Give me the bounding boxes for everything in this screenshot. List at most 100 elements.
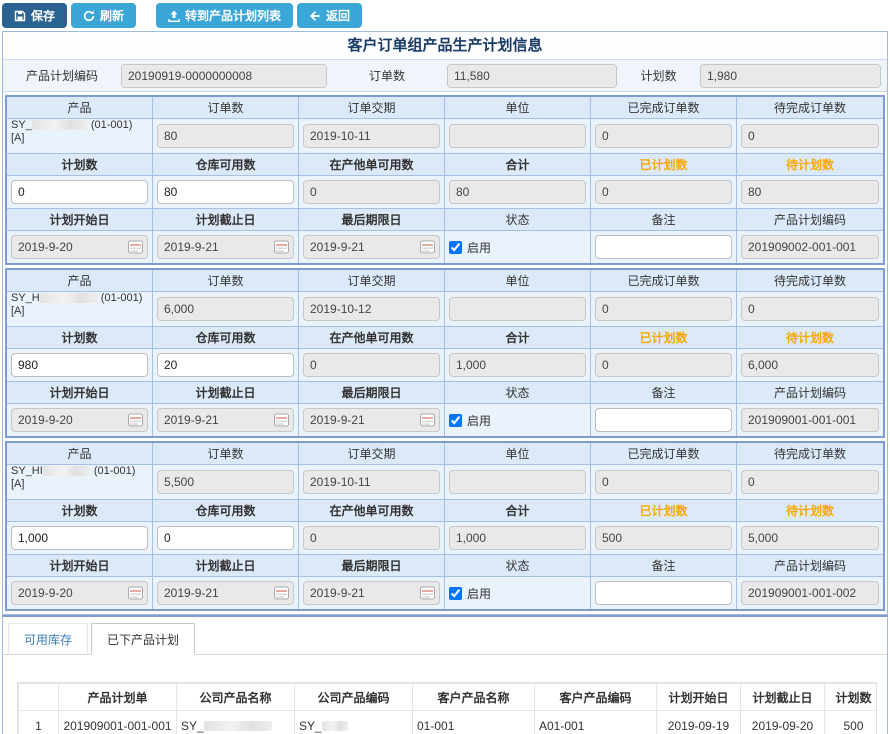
status-enabled-label: 启用 (467, 586, 492, 601)
other-order-qty-input[interactable] (303, 526, 440, 550)
calendar-icon[interactable] (420, 240, 435, 254)
label-plan-code: 产品计划编码 (737, 209, 883, 230)
other-order-qty-input[interactable] (303, 353, 440, 377)
pending-qty-input[interactable] (741, 297, 879, 321)
calendar-icon[interactable] (274, 240, 289, 254)
calendar-icon[interactable] (274, 413, 289, 427)
cell-customer-product-name: 01-001 (412, 710, 535, 734)
goto-plan-list-button[interactable]: 转到产品计划列表 (156, 3, 294, 28)
summary-order-qty-input[interactable] (447, 63, 617, 88)
unplanned-qty-input[interactable] (741, 353, 879, 377)
table-row[interactable]: 1 201909001-001-001 SY_ SY_ 01-001 A01-0… (18, 710, 876, 734)
back-arrow-icon (309, 10, 321, 22)
plan-code-input[interactable] (741, 235, 879, 259)
warehouse-qty-input[interactable] (157, 180, 294, 204)
deadline-date-picker[interactable]: 2019-9-21 (303, 235, 440, 259)
order-due-input[interactable] (303, 124, 440, 148)
plan-qty-input[interactable] (11, 180, 148, 204)
product-plan-block-2: 产品 订单数 订单交期 单位 已完成订单数 待完成订单数 SY_H (01-00… (5, 268, 885, 438)
cell-company-product-name: SY_ (176, 710, 295, 734)
deadline-date-picker[interactable]: 2019-9-21 (303, 581, 440, 605)
completed-qty-input[interactable] (595, 297, 732, 321)
label-start-date: 计划开始日 (7, 382, 153, 403)
label-start-date: 计划开始日 (7, 555, 153, 576)
status-enabled-checkbox[interactable] (449, 240, 462, 254)
order-due-input[interactable] (303, 470, 440, 494)
tab-available-stock[interactable]: 可用库存 (8, 623, 89, 655)
label-warehouse-qty: 仓库可用数 (153, 154, 299, 175)
label-deadline: 最后期限日 (299, 555, 445, 576)
planned-qty-input[interactable] (595, 180, 732, 204)
redacted-text (31, 120, 88, 131)
start-date-picker[interactable]: 2019-9-20 (11, 408, 148, 432)
plan-qty-input[interactable] (11, 353, 148, 377)
status-enabled-checkbox[interactable] (449, 586, 462, 600)
completed-qty-input[interactable] (595, 470, 732, 494)
warehouse-qty-input[interactable] (157, 353, 294, 377)
end-date-picker[interactable]: 2019-9-21 (157, 581, 294, 605)
total-input[interactable] (449, 526, 586, 550)
calendar-icon[interactable] (128, 413, 143, 427)
remark-input[interactable] (595, 581, 732, 605)
order-qty-input[interactable] (157, 470, 294, 494)
other-order-qty-input[interactable] (303, 180, 440, 204)
tab-placed-product-plans[interactable]: 已下产品计划 (91, 623, 196, 655)
summary-plan-qty-input[interactable] (700, 63, 881, 88)
calendar-icon[interactable] (420, 413, 435, 427)
label-deadline: 最后期限日 (299, 209, 445, 230)
refresh-button[interactable]: 刷新 (71, 3, 137, 28)
calendar-icon[interactable] (128, 240, 143, 254)
label-warehouse-qty: 仓库可用数 (153, 327, 299, 348)
label-total: 合计 (445, 154, 591, 175)
table-header-row: 产品计划单 公司产品名称 公司产品编码 客户产品名称 客户产品编码 计划开始日 … (18, 683, 876, 711)
label-status: 状态 (445, 555, 591, 576)
warehouse-qty-input[interactable] (157, 526, 294, 550)
pending-qty-input[interactable] (741, 470, 879, 494)
completed-qty-input[interactable] (595, 124, 732, 148)
redacted-text (42, 466, 91, 477)
calendar-icon[interactable] (128, 586, 143, 600)
save-button[interactable]: 保存 (2, 3, 68, 28)
order-qty-input[interactable] (157, 297, 294, 321)
unplanned-qty-input[interactable] (741, 180, 879, 204)
status-enabled-label: 启用 (467, 413, 492, 428)
label-total: 合计 (445, 327, 591, 348)
plan-code-input[interactable] (741, 408, 879, 432)
calendar-icon[interactable] (420, 586, 435, 600)
unit-input[interactable] (449, 470, 586, 494)
remark-input[interactable] (595, 235, 732, 259)
total-input[interactable] (449, 353, 586, 377)
label-remark: 备注 (591, 382, 737, 403)
status-enabled-checkbox[interactable] (449, 413, 462, 427)
plan-qty-input[interactable] (11, 526, 148, 550)
unplanned-qty-input[interactable] (741, 526, 879, 550)
header-end-date: 计划截止日 (740, 683, 825, 711)
calendar-icon[interactable] (274, 586, 289, 600)
header-start-date: 计划开始日 (656, 683, 741, 711)
product-plan-block-1: 产品 订单数 订单交期 单位 已完成订单数 待完成订单数 SY_ (01-001… (5, 95, 885, 265)
deadline-date-picker[interactable]: 2019-9-21 (303, 408, 440, 432)
planned-qty-input[interactable] (595, 526, 732, 550)
header-company-product-code: 公司产品编码 (294, 683, 413, 711)
start-date-picker[interactable]: 2019-9-20 (11, 581, 148, 605)
start-date-picker[interactable]: 2019-9-20 (11, 235, 148, 259)
order-due-input[interactable] (303, 297, 440, 321)
redacted-text (39, 293, 98, 304)
unit-input[interactable] (449, 124, 586, 148)
order-qty-input[interactable] (157, 124, 294, 148)
unit-input[interactable] (449, 297, 586, 321)
cell-start-date: 2019-09-19 (656, 710, 741, 734)
back-button[interactable]: 返回 (297, 3, 363, 28)
label-remark: 备注 (591, 209, 737, 230)
label-order-due: 订单交期 (299, 443, 445, 464)
end-date-picker[interactable]: 2019-9-21 (157, 408, 294, 432)
remark-input[interactable] (595, 408, 732, 432)
plan-code-input[interactable] (741, 581, 879, 605)
end-date-picker[interactable]: 2019-9-21 (157, 235, 294, 259)
label-unit: 单位 (445, 270, 591, 291)
pending-qty-input[interactable] (741, 124, 879, 148)
summary-plan-code-input[interactable] (121, 63, 327, 88)
planned-qty-input[interactable] (595, 353, 732, 377)
label-end-date: 计划截止日 (153, 555, 299, 576)
total-input[interactable] (449, 180, 586, 204)
